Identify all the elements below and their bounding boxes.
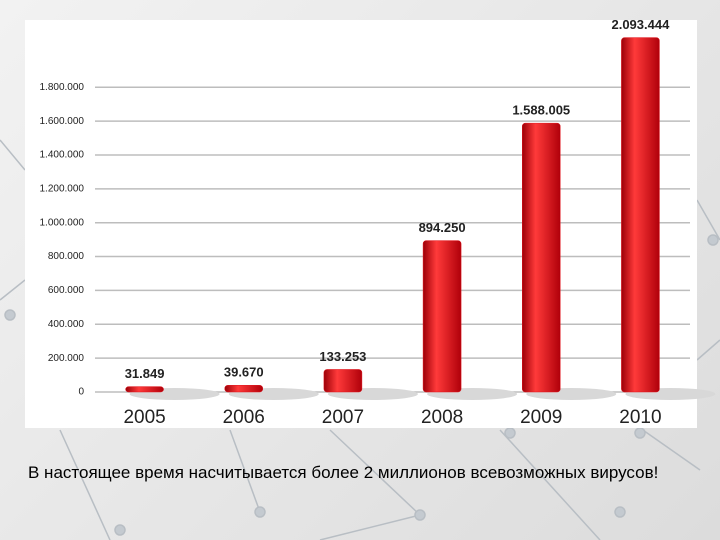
y-tick-label: 200.000	[48, 353, 85, 364]
bar	[422, 240, 462, 393]
y-tick-label: 0	[78, 387, 84, 398]
y-tick-label: 800.000	[48, 251, 85, 262]
x-tick-label: 2009	[520, 407, 562, 428]
x-tick-label: 2008	[421, 407, 463, 428]
network-decor	[0, 139, 720, 540]
y-tick-label: 600.000	[48, 285, 85, 296]
y-tick-label: 1.000.000	[40, 217, 85, 228]
bar	[621, 37, 660, 393]
x-tick-label: 2007	[322, 407, 364, 428]
y-tick-label: 1.200.000	[40, 183, 85, 194]
y-tick-label: 1.800.000	[40, 82, 85, 93]
bar	[125, 386, 164, 393]
bar	[522, 122, 561, 393]
y-tick-label: 1.400.000	[40, 150, 85, 161]
y-tick-label: 400.000	[48, 319, 85, 330]
x-tick-label: 2010	[619, 407, 661, 428]
value-label: 1.588.005	[512, 103, 570, 118]
x-tick-label: 2006	[223, 407, 265, 428]
value-label: 2.093.444	[611, 17, 670, 32]
bar	[224, 385, 263, 393]
caption: В настоящее время насчитывается более 2 …	[28, 463, 659, 482]
x-tick-label: 2005	[123, 407, 165, 428]
value-label: 894.250	[419, 220, 466, 235]
value-label: 39.670	[224, 365, 264, 380]
bar	[323, 369, 363, 393]
value-label: 133.253	[319, 349, 366, 364]
value-label: 31.849	[125, 366, 165, 381]
y-tick-label: 1.600.000	[40, 116, 85, 127]
